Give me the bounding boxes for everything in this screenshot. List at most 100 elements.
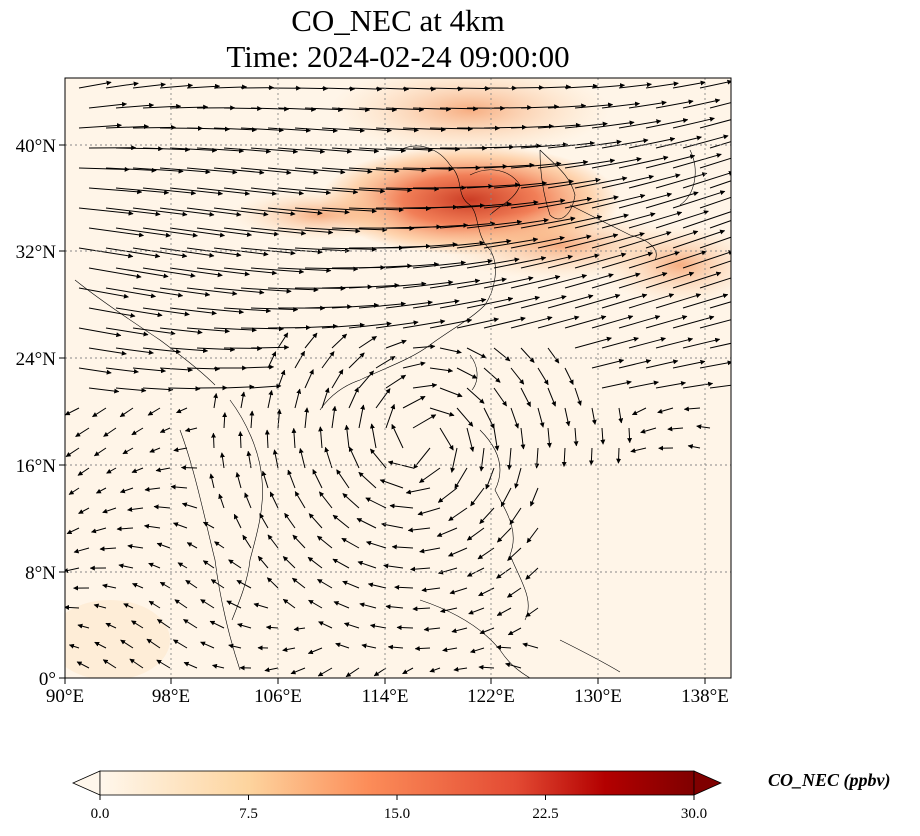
wind-arrow — [699, 277, 731, 289]
wind-arrow — [159, 247, 215, 258]
y-tick-label: 32°N — [16, 242, 57, 263]
wind-arrow — [358, 147, 407, 154]
wind-arrow — [391, 423, 404, 449]
wind-arrow — [423, 626, 441, 632]
wind-arrow — [655, 99, 694, 109]
wind-arrow — [331, 369, 344, 389]
wind-arrow — [237, 431, 243, 449]
wind-arrow — [687, 444, 701, 450]
wind-arrow — [493, 347, 511, 362]
wind-arrow — [699, 236, 731, 249]
wind-arrow — [439, 106, 479, 112]
wind-arrow — [699, 119, 731, 129]
wind-arrow — [520, 179, 574, 189]
wind-arrow — [331, 227, 388, 233]
wind-arrow — [186, 167, 238, 175]
wind-arrow — [142, 267, 196, 278]
wind-arrow — [510, 316, 553, 329]
wind-arrow — [213, 327, 257, 333]
wind-arrow — [470, 647, 485, 654]
wind-arrow — [412, 606, 431, 612]
wind-arrow — [468, 607, 485, 615]
wind-arrow — [709, 180, 731, 189]
wind-arrow — [574, 336, 612, 349]
wind-arrow — [493, 295, 540, 309]
x-tick-label: 138°E — [681, 686, 729, 707]
wind-arrow — [520, 427, 526, 450]
wind-arrow — [682, 134, 729, 149]
wind-arrow — [132, 287, 184, 298]
wind-arrow — [402, 361, 426, 369]
wind-arrow — [78, 123, 122, 129]
wind-arrow — [277, 267, 332, 273]
wind-arrow — [115, 227, 171, 238]
wind-arrow — [88, 227, 144, 238]
wind-arrow — [591, 358, 625, 369]
wind-arrow — [184, 427, 198, 433]
wind-arrow — [672, 271, 722, 289]
wind-arrow — [601, 251, 654, 269]
wind-arrow — [348, 207, 404, 213]
wind-arrow — [78, 80, 112, 89]
wind-arrow — [318, 621, 333, 629]
wind-arrow — [348, 282, 400, 289]
wind-arrow — [510, 198, 566, 209]
wind-arrow — [601, 380, 632, 389]
wind-arrow — [709, 220, 731, 229]
wind-arrow — [267, 287, 319, 293]
wind-arrow — [142, 147, 191, 153]
wind-arrow — [520, 104, 560, 110]
wind-arrow — [169, 307, 217, 316]
wind-arrow — [466, 347, 487, 359]
wind-arrow — [348, 167, 400, 174]
wind-arrow — [483, 276, 534, 289]
wind-arrow — [308, 513, 323, 529]
wind-arrow — [537, 315, 580, 329]
x-tick-label: 122°E — [467, 686, 515, 707]
wind-arrow — [466, 296, 514, 309]
colorbar-tick-label: 7.5 — [239, 806, 258, 822]
wind-arrow — [277, 106, 317, 112]
wind-arrow — [520, 254, 573, 269]
wind-arrow — [65, 604, 80, 610]
wind-arrow — [655, 293, 702, 309]
wind-arrow — [233, 513, 242, 529]
wind-arrow — [358, 107, 398, 113]
wind-arrow — [439, 258, 493, 269]
wind-arrow — [356, 518, 377, 529]
wind-arrow — [170, 484, 188, 490]
wind-arrow — [385, 261, 440, 269]
wind-arrow — [186, 126, 230, 132]
wind-arrow — [240, 287, 292, 294]
wind-arrow — [429, 203, 485, 209]
wind-arrow — [429, 667, 441, 673]
wind-arrow — [317, 535, 333, 549]
wind-arrow — [655, 210, 709, 229]
wind-arrow — [402, 667, 414, 675]
wind-arrow — [250, 306, 299, 312]
wind-arrow — [631, 407, 647, 416]
wind-arrow — [155, 467, 171, 473]
wind-arrow — [672, 190, 726, 209]
wind-arrow — [493, 180, 548, 189]
wind-arrow — [240, 391, 246, 409]
wind-arrow — [321, 322, 365, 329]
wind-arrow — [510, 275, 561, 289]
wind-arrow — [65, 567, 80, 573]
wind-arrow — [210, 579, 225, 589]
wind-arrow — [645, 315, 688, 329]
wind-arrow — [159, 287, 211, 297]
wind-arrow — [105, 327, 149, 337]
wind-arrow — [142, 307, 190, 317]
wind-arrow — [547, 177, 601, 189]
wind-arrow — [78, 207, 134, 216]
wind-arrow — [574, 387, 582, 406]
wind-arrow — [307, 556, 323, 569]
wind-arrow — [250, 187, 304, 196]
wind-arrow — [683, 406, 701, 412]
wind-arrow — [537, 234, 592, 249]
wind-arrow — [385, 403, 396, 429]
wind-arrow — [105, 167, 157, 173]
wind-arrow — [343, 622, 360, 629]
wind-arrow — [242, 534, 252, 549]
